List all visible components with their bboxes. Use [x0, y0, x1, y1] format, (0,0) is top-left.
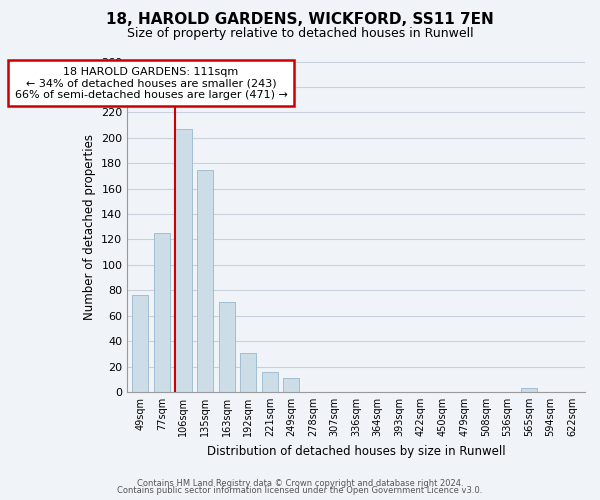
Bar	[521, 388, 537, 392]
Text: Size of property relative to detached houses in Runwell: Size of property relative to detached ho…	[127, 28, 473, 40]
Bar	[283, 378, 299, 392]
Text: Contains HM Land Registry data © Crown copyright and database right 2024.: Contains HM Land Registry data © Crown c…	[137, 478, 463, 488]
Text: 18, HAROLD GARDENS, WICKFORD, SS11 7EN: 18, HAROLD GARDENS, WICKFORD, SS11 7EN	[106, 12, 494, 28]
Bar	[197, 170, 213, 392]
Y-axis label: Number of detached properties: Number of detached properties	[83, 134, 95, 320]
Bar	[175, 129, 191, 392]
Text: 18 HAROLD GARDENS: 111sqm
← 34% of detached houses are smaller (243)
66% of semi: 18 HAROLD GARDENS: 111sqm ← 34% of detac…	[14, 66, 287, 100]
Bar	[132, 296, 148, 392]
X-axis label: Distribution of detached houses by size in Runwell: Distribution of detached houses by size …	[207, 444, 505, 458]
Bar	[218, 302, 235, 392]
Bar	[154, 233, 170, 392]
Bar	[262, 372, 278, 392]
Text: Contains public sector information licensed under the Open Government Licence v3: Contains public sector information licen…	[118, 486, 482, 495]
Bar	[240, 352, 256, 392]
